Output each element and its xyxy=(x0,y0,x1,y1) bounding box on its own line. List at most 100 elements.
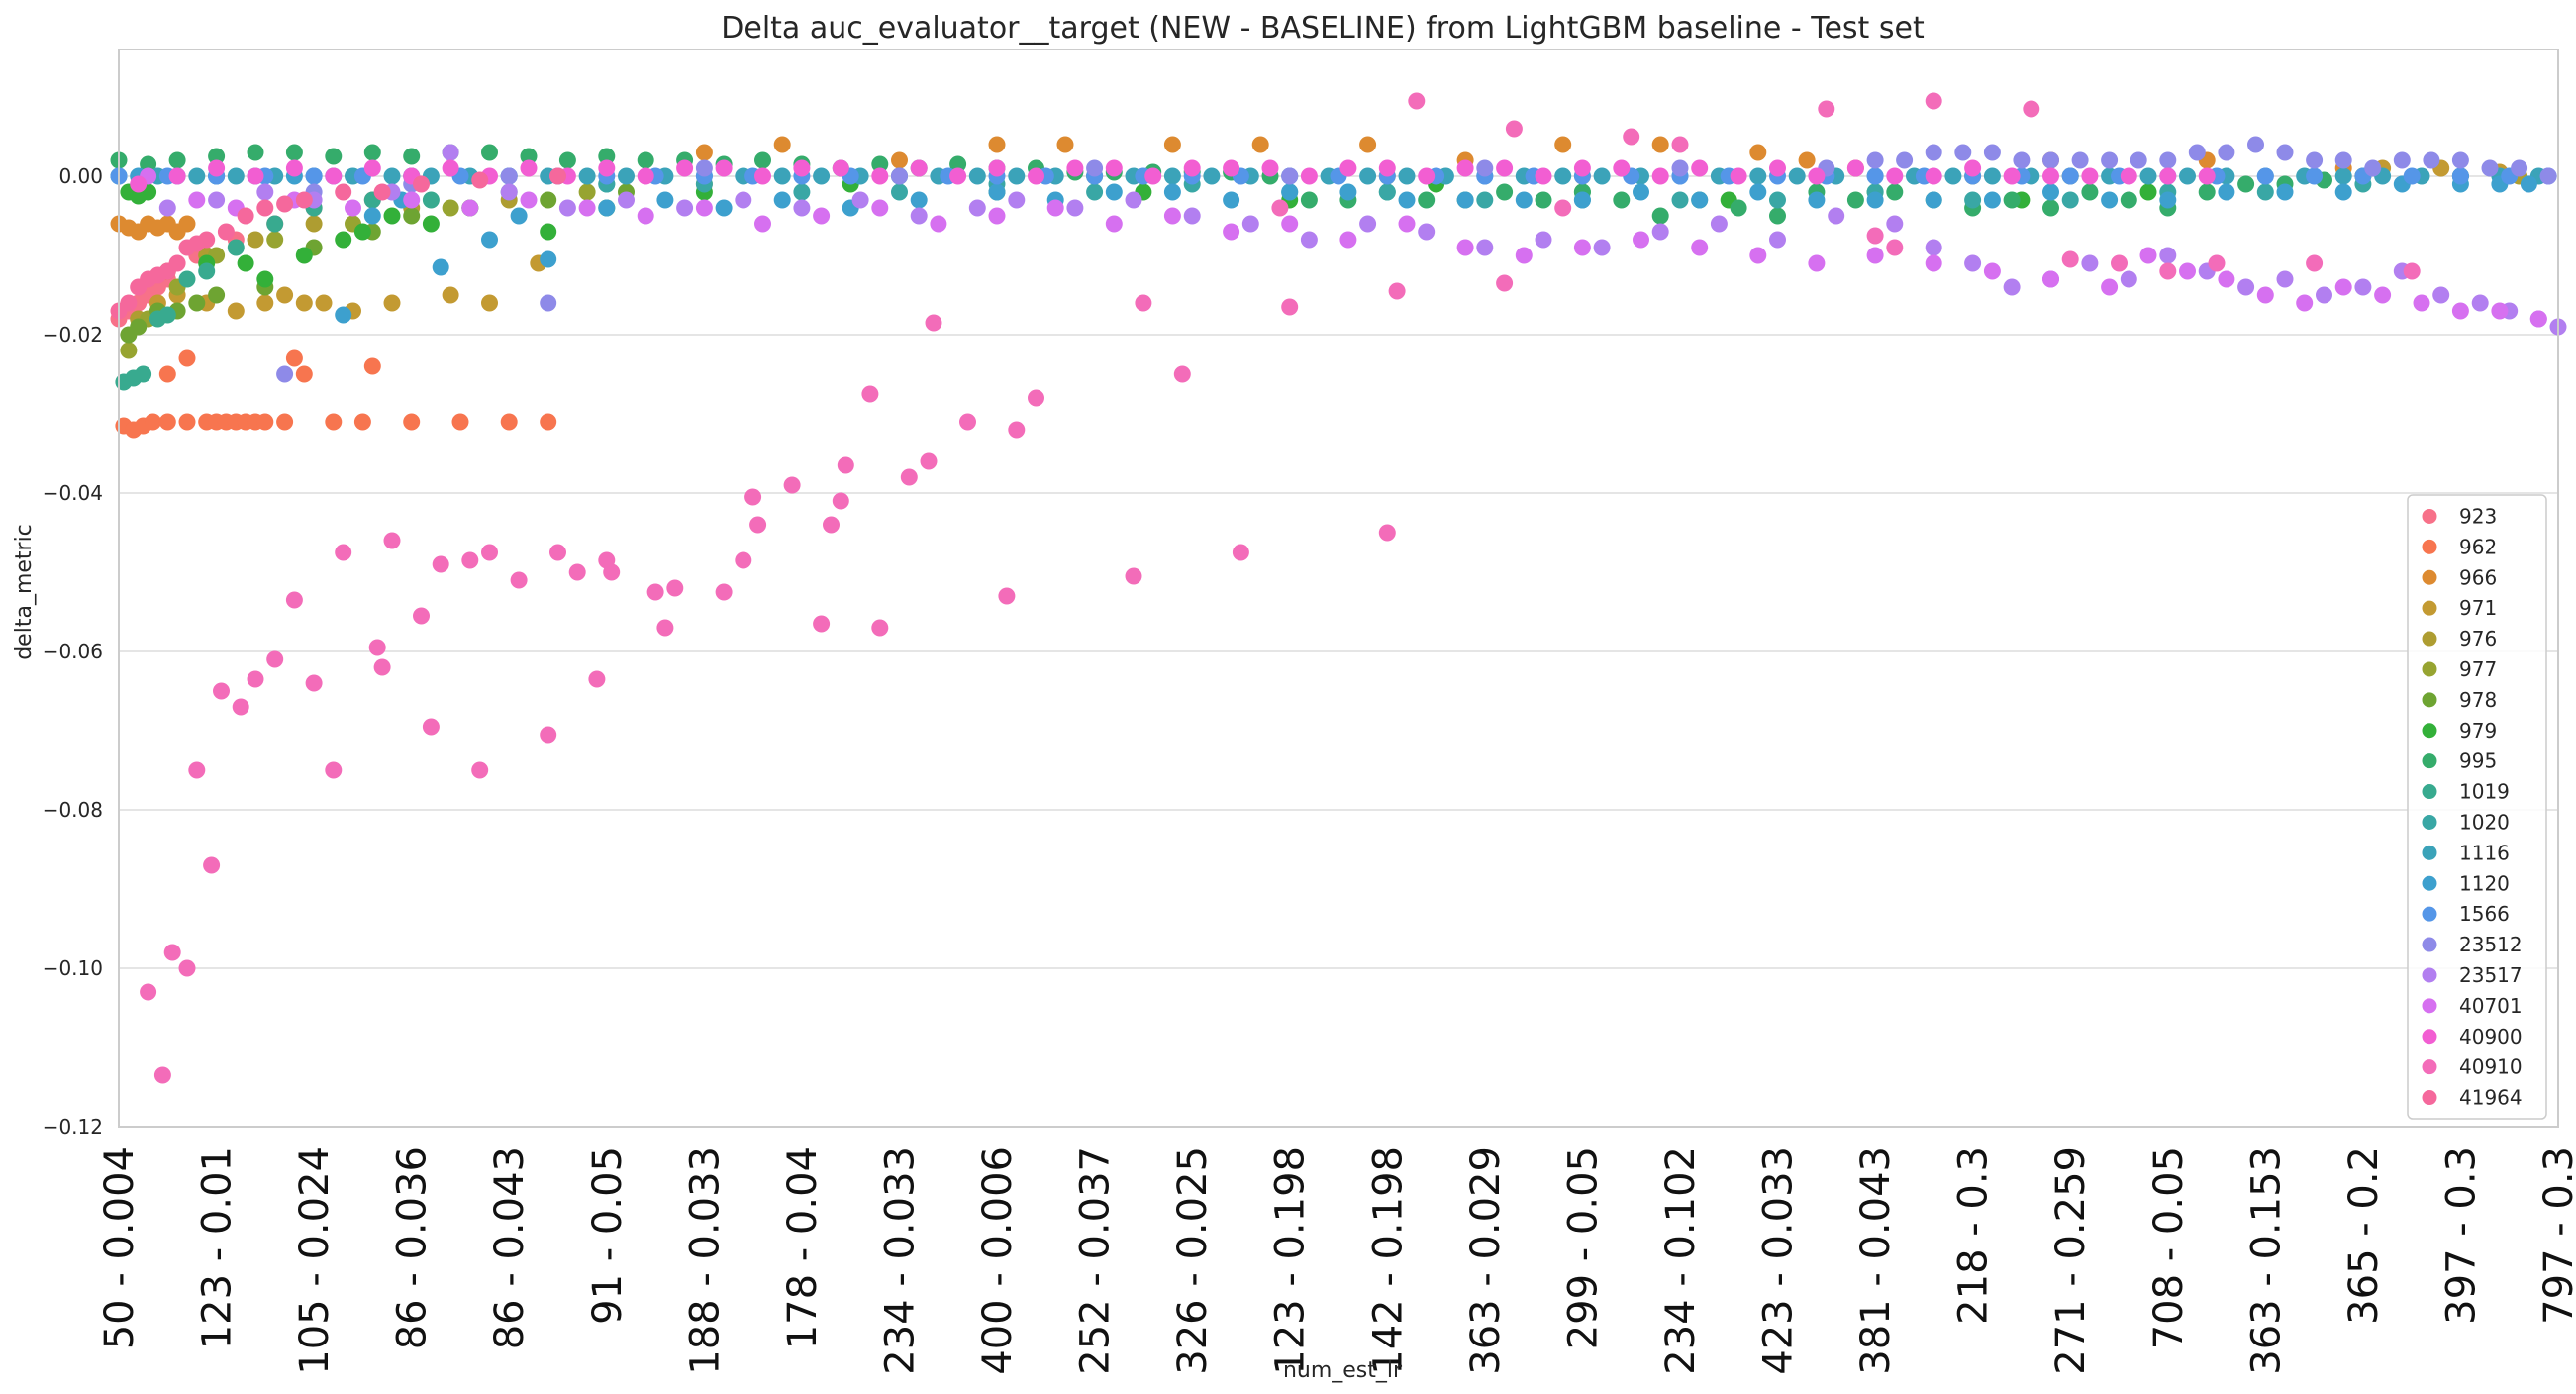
point-1566 xyxy=(1866,167,1884,185)
y-tick-label: 0.00 xyxy=(58,164,103,188)
point-40900 xyxy=(637,167,654,185)
point-23512 xyxy=(2451,151,2469,169)
point-23512 xyxy=(1896,151,1914,169)
point-1116 xyxy=(2179,167,2196,185)
point-41964 xyxy=(413,175,430,193)
point-40910 xyxy=(1125,567,1142,585)
point-979 xyxy=(237,254,254,272)
point-995 xyxy=(325,148,343,165)
point-40900 xyxy=(208,159,226,177)
point-40900 xyxy=(715,159,733,177)
point-979 xyxy=(335,231,352,249)
legend-label: 1019 xyxy=(2459,780,2510,804)
point-23512 xyxy=(1925,144,1942,161)
point-23512 xyxy=(1954,144,1972,161)
legend-marker-978 xyxy=(2422,692,2437,708)
point-23512 xyxy=(695,159,713,177)
x-tick-label: 423 - 0.033 xyxy=(1756,1146,1802,1375)
point-40910 xyxy=(1866,227,1884,245)
point-40900 xyxy=(1183,159,1201,177)
point-962 xyxy=(256,413,274,431)
point-995 xyxy=(1535,191,1552,209)
point-1120 xyxy=(2218,183,2235,201)
point-1120 xyxy=(1983,191,2001,209)
point-1020 xyxy=(1476,191,1494,209)
point-40900 xyxy=(1691,159,1709,177)
y-tick-label: −0.06 xyxy=(43,640,103,663)
point-1116 xyxy=(227,167,245,185)
legend: 923 962 966 971 976 977 978 979 995 1019 1020 1116 1… xyxy=(2407,494,2547,1120)
point-40900 xyxy=(363,159,381,177)
point-40701 xyxy=(2491,302,2509,320)
point-1020 xyxy=(1086,183,1104,201)
point-1116 xyxy=(1983,167,2001,185)
x-tick-label: 252 - 0.037 xyxy=(1073,1146,1119,1375)
point-40900 xyxy=(1730,167,1747,185)
point-995 xyxy=(2003,191,2021,209)
point-966 xyxy=(695,144,713,161)
point-40910 xyxy=(920,452,938,470)
point-40900 xyxy=(2198,167,2216,185)
point-976 xyxy=(305,215,323,233)
point-995 xyxy=(1769,207,1786,225)
point-40900 xyxy=(1651,167,1669,185)
point-40910 xyxy=(1554,199,1572,217)
x-tick-labels: 50 - 0.004 123 - 0.01 105 - 0.024 86 - 0.03… xyxy=(97,1146,2576,1375)
point-995 xyxy=(481,144,498,161)
point-1019 xyxy=(178,270,196,288)
point-40900 xyxy=(2120,167,2137,185)
x-tick-label: 105 - 0.024 xyxy=(292,1146,338,1375)
point-23512 xyxy=(1086,159,1104,177)
x-tick-label: 123 - 0.198 xyxy=(1268,1146,1314,1375)
point-23512 xyxy=(2511,159,2528,177)
point-41964 xyxy=(120,294,138,312)
point-40900 xyxy=(1886,167,1904,185)
point-978 xyxy=(403,207,421,225)
point-1120 xyxy=(1808,191,1826,209)
point-23512 xyxy=(2393,151,2411,169)
point-40910 xyxy=(373,658,391,676)
point-40701 xyxy=(1515,247,1533,264)
legend-marker-923 xyxy=(2422,508,2437,524)
series-23517 xyxy=(158,144,2567,336)
point-962 xyxy=(178,349,196,367)
point-40701 xyxy=(2256,286,2274,304)
point-1116 xyxy=(2139,167,2157,185)
x-tick-label: 271 - 0.259 xyxy=(2048,1146,2094,1375)
point-995 xyxy=(208,148,226,165)
x-tick-label: 142 - 0.198 xyxy=(1365,1146,1411,1375)
point-995 xyxy=(1730,199,1747,217)
point-40910 xyxy=(188,761,206,779)
y-tick-label: −0.02 xyxy=(43,323,103,347)
point-40701 xyxy=(988,207,1006,225)
series-40910 xyxy=(140,92,2421,1084)
point-1120 xyxy=(1691,191,1709,209)
legend-box xyxy=(2407,494,2547,1120)
point-40910 xyxy=(1818,100,1835,118)
point-40910 xyxy=(213,682,230,700)
point-40701 xyxy=(2374,286,2392,304)
point-1120 xyxy=(988,183,1006,201)
point-40910 xyxy=(140,983,157,1001)
point-40701 xyxy=(1223,223,1240,241)
point-41964 xyxy=(276,195,294,213)
series-41964 xyxy=(110,167,566,320)
point-962 xyxy=(285,349,303,367)
point-995 xyxy=(598,148,616,165)
legend-label: 978 xyxy=(2459,688,2497,712)
point-23517 xyxy=(1008,191,1026,209)
point-966 xyxy=(1359,136,1377,153)
legend-label: 979 xyxy=(2459,719,2497,743)
point-23517 xyxy=(158,199,176,217)
point-40900 xyxy=(1261,159,1279,177)
point-40910 xyxy=(203,856,221,874)
legend-marker-40900 xyxy=(2422,1029,2437,1045)
point-995 xyxy=(637,151,654,169)
point-962 xyxy=(353,413,371,431)
point-40701 xyxy=(871,199,889,217)
point-40701 xyxy=(1573,239,1591,256)
point-1120 xyxy=(1456,191,1474,209)
point-962 xyxy=(145,413,161,431)
point-23517 xyxy=(1925,239,1942,256)
